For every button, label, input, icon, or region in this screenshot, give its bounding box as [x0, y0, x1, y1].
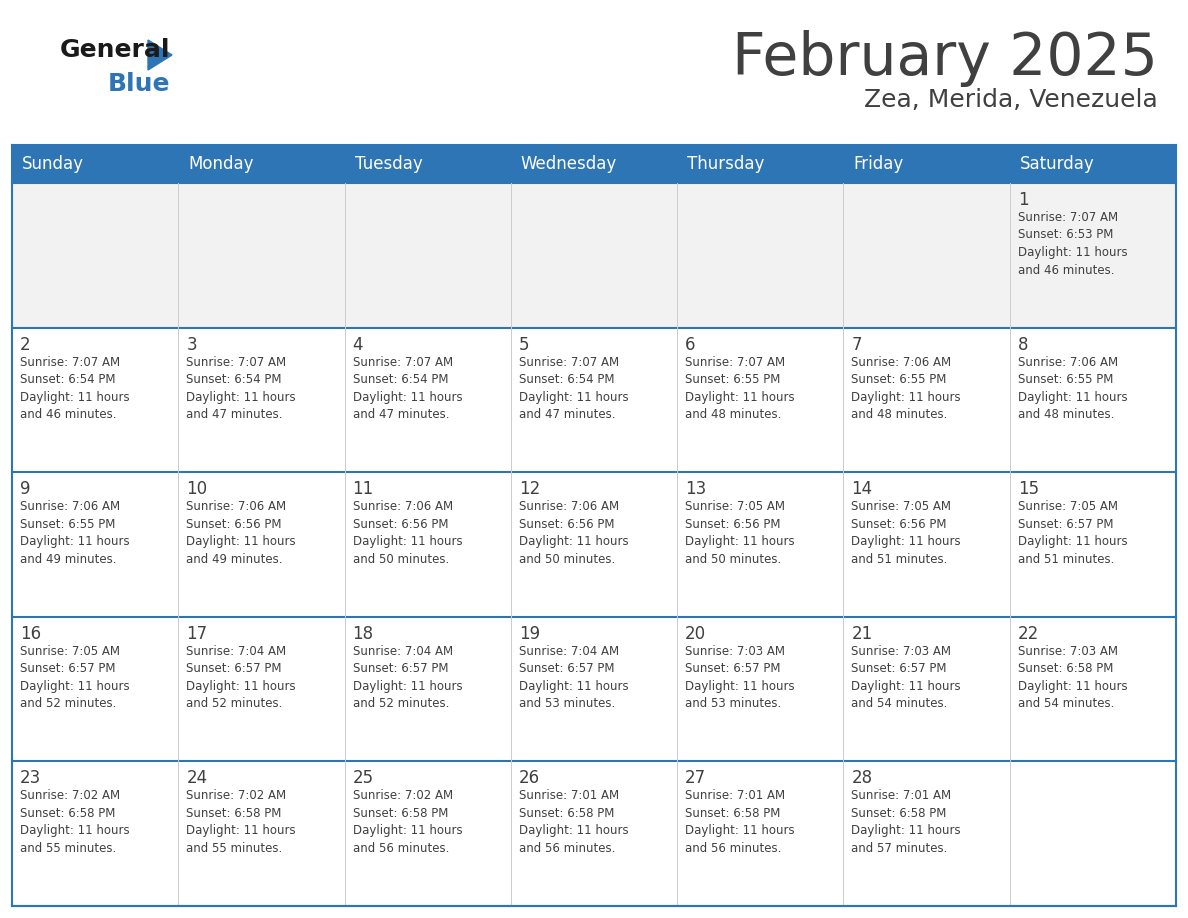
- Text: Sunrise: 7:07 AM
Sunset: 6:55 PM
Daylight: 11 hours
and 48 minutes.: Sunrise: 7:07 AM Sunset: 6:55 PM Dayligh…: [685, 355, 795, 421]
- Text: 6: 6: [685, 336, 696, 353]
- Text: 17: 17: [187, 625, 208, 643]
- Text: Sunrise: 7:03 AM
Sunset: 6:58 PM
Daylight: 11 hours
and 54 minutes.: Sunrise: 7:03 AM Sunset: 6:58 PM Dayligh…: [1018, 644, 1127, 711]
- Bar: [12, 472, 1176, 617]
- Text: 1: 1: [1018, 191, 1029, 209]
- Text: Blue: Blue: [108, 72, 171, 96]
- Bar: [12, 328, 1176, 472]
- Text: Sunrise: 7:01 AM
Sunset: 6:58 PM
Daylight: 11 hours
and 56 minutes.: Sunrise: 7:01 AM Sunset: 6:58 PM Dayligh…: [685, 789, 795, 855]
- Text: Friday: Friday: [853, 155, 904, 173]
- Text: 7: 7: [852, 336, 862, 353]
- Text: 26: 26: [519, 769, 541, 788]
- Text: 10: 10: [187, 480, 208, 498]
- Text: Wednesday: Wednesday: [520, 155, 617, 173]
- Text: Sunrise: 7:02 AM
Sunset: 6:58 PM
Daylight: 11 hours
and 56 minutes.: Sunrise: 7:02 AM Sunset: 6:58 PM Dayligh…: [353, 789, 462, 855]
- Text: 25: 25: [353, 769, 374, 788]
- Text: 3: 3: [187, 336, 197, 353]
- Text: 2: 2: [20, 336, 31, 353]
- Text: Tuesday: Tuesday: [354, 155, 422, 173]
- Text: Sunrise: 7:06 AM
Sunset: 6:56 PM
Daylight: 11 hours
and 49 minutes.: Sunrise: 7:06 AM Sunset: 6:56 PM Dayligh…: [187, 500, 296, 565]
- Text: Sunrise: 7:07 AM
Sunset: 6:54 PM
Daylight: 11 hours
and 47 minutes.: Sunrise: 7:07 AM Sunset: 6:54 PM Dayligh…: [353, 355, 462, 421]
- Text: Sunrise: 7:04 AM
Sunset: 6:57 PM
Daylight: 11 hours
and 52 minutes.: Sunrise: 7:04 AM Sunset: 6:57 PM Dayligh…: [187, 644, 296, 711]
- Text: 16: 16: [20, 625, 42, 643]
- Text: Sunrise: 7:03 AM
Sunset: 6:57 PM
Daylight: 11 hours
and 54 minutes.: Sunrise: 7:03 AM Sunset: 6:57 PM Dayligh…: [852, 644, 961, 711]
- Text: Sunrise: 7:02 AM
Sunset: 6:58 PM
Daylight: 11 hours
and 55 minutes.: Sunrise: 7:02 AM Sunset: 6:58 PM Dayligh…: [20, 789, 129, 855]
- Text: 28: 28: [852, 769, 872, 788]
- Text: 19: 19: [519, 625, 541, 643]
- Text: 18: 18: [353, 625, 374, 643]
- Text: 13: 13: [685, 480, 707, 498]
- Text: Sunrise: 7:07 AM
Sunset: 6:54 PM
Daylight: 11 hours
and 47 minutes.: Sunrise: 7:07 AM Sunset: 6:54 PM Dayligh…: [187, 355, 296, 421]
- Text: Sunrise: 7:07 AM
Sunset: 6:53 PM
Daylight: 11 hours
and 46 minutes.: Sunrise: 7:07 AM Sunset: 6:53 PM Dayligh…: [1018, 211, 1127, 276]
- Text: 4: 4: [353, 336, 364, 353]
- Polygon shape: [148, 40, 172, 70]
- Text: 12: 12: [519, 480, 541, 498]
- Text: 14: 14: [852, 480, 872, 498]
- Text: 11: 11: [353, 480, 374, 498]
- Text: Thursday: Thursday: [687, 155, 765, 173]
- Bar: [12, 761, 1176, 906]
- Text: Sunday: Sunday: [23, 155, 84, 173]
- Text: General: General: [61, 38, 171, 62]
- Text: Sunrise: 7:05 AM
Sunset: 6:57 PM
Daylight: 11 hours
and 52 minutes.: Sunrise: 7:05 AM Sunset: 6:57 PM Dayligh…: [20, 644, 129, 711]
- Text: Sunrise: 7:01 AM
Sunset: 6:58 PM
Daylight: 11 hours
and 57 minutes.: Sunrise: 7:01 AM Sunset: 6:58 PM Dayligh…: [852, 789, 961, 855]
- Bar: [12, 617, 1176, 761]
- Text: Monday: Monday: [188, 155, 254, 173]
- Text: Zea, Merida, Venezuela: Zea, Merida, Venezuela: [864, 88, 1158, 112]
- Text: Sunrise: 7:06 AM
Sunset: 6:55 PM
Daylight: 11 hours
and 48 minutes.: Sunrise: 7:06 AM Sunset: 6:55 PM Dayligh…: [1018, 355, 1127, 421]
- Text: 5: 5: [519, 336, 530, 353]
- Text: Sunrise: 7:07 AM
Sunset: 6:54 PM
Daylight: 11 hours
and 46 minutes.: Sunrise: 7:07 AM Sunset: 6:54 PM Dayligh…: [20, 355, 129, 421]
- Text: Sunrise: 7:01 AM
Sunset: 6:58 PM
Daylight: 11 hours
and 56 minutes.: Sunrise: 7:01 AM Sunset: 6:58 PM Dayligh…: [519, 789, 628, 855]
- Text: Saturday: Saturday: [1019, 155, 1094, 173]
- Text: 20: 20: [685, 625, 707, 643]
- Text: 9: 9: [20, 480, 31, 498]
- Text: Sunrise: 7:04 AM
Sunset: 6:57 PM
Daylight: 11 hours
and 52 minutes.: Sunrise: 7:04 AM Sunset: 6:57 PM Dayligh…: [353, 644, 462, 711]
- Text: Sunrise: 7:06 AM
Sunset: 6:55 PM
Daylight: 11 hours
and 48 minutes.: Sunrise: 7:06 AM Sunset: 6:55 PM Dayligh…: [852, 355, 961, 421]
- Text: 24: 24: [187, 769, 208, 788]
- Text: Sunrise: 7:06 AM
Sunset: 6:55 PM
Daylight: 11 hours
and 49 minutes.: Sunrise: 7:06 AM Sunset: 6:55 PM Dayligh…: [20, 500, 129, 565]
- Text: 27: 27: [685, 769, 707, 788]
- Text: Sunrise: 7:06 AM
Sunset: 6:56 PM
Daylight: 11 hours
and 50 minutes.: Sunrise: 7:06 AM Sunset: 6:56 PM Dayligh…: [519, 500, 628, 565]
- Text: Sunrise: 7:03 AM
Sunset: 6:57 PM
Daylight: 11 hours
and 53 minutes.: Sunrise: 7:03 AM Sunset: 6:57 PM Dayligh…: [685, 644, 795, 711]
- Text: Sunrise: 7:07 AM
Sunset: 6:54 PM
Daylight: 11 hours
and 47 minutes.: Sunrise: 7:07 AM Sunset: 6:54 PM Dayligh…: [519, 355, 628, 421]
- Text: Sunrise: 7:05 AM
Sunset: 6:57 PM
Daylight: 11 hours
and 51 minutes.: Sunrise: 7:05 AM Sunset: 6:57 PM Dayligh…: [1018, 500, 1127, 565]
- Text: Sunrise: 7:05 AM
Sunset: 6:56 PM
Daylight: 11 hours
and 51 minutes.: Sunrise: 7:05 AM Sunset: 6:56 PM Dayligh…: [852, 500, 961, 565]
- Text: February 2025: February 2025: [732, 30, 1158, 87]
- Text: Sunrise: 7:02 AM
Sunset: 6:58 PM
Daylight: 11 hours
and 55 minutes.: Sunrise: 7:02 AM Sunset: 6:58 PM Dayligh…: [187, 789, 296, 855]
- Text: 21: 21: [852, 625, 873, 643]
- Text: 8: 8: [1018, 336, 1029, 353]
- Text: 22: 22: [1018, 625, 1040, 643]
- Bar: [12, 183, 1176, 328]
- Text: Sunrise: 7:04 AM
Sunset: 6:57 PM
Daylight: 11 hours
and 53 minutes.: Sunrise: 7:04 AM Sunset: 6:57 PM Dayligh…: [519, 644, 628, 711]
- Text: Sunrise: 7:05 AM
Sunset: 6:56 PM
Daylight: 11 hours
and 50 minutes.: Sunrise: 7:05 AM Sunset: 6:56 PM Dayligh…: [685, 500, 795, 565]
- Text: 15: 15: [1018, 480, 1038, 498]
- Text: Sunrise: 7:06 AM
Sunset: 6:56 PM
Daylight: 11 hours
and 50 minutes.: Sunrise: 7:06 AM Sunset: 6:56 PM Dayligh…: [353, 500, 462, 565]
- Text: 23: 23: [20, 769, 42, 788]
- Bar: [12, 145, 1176, 183]
